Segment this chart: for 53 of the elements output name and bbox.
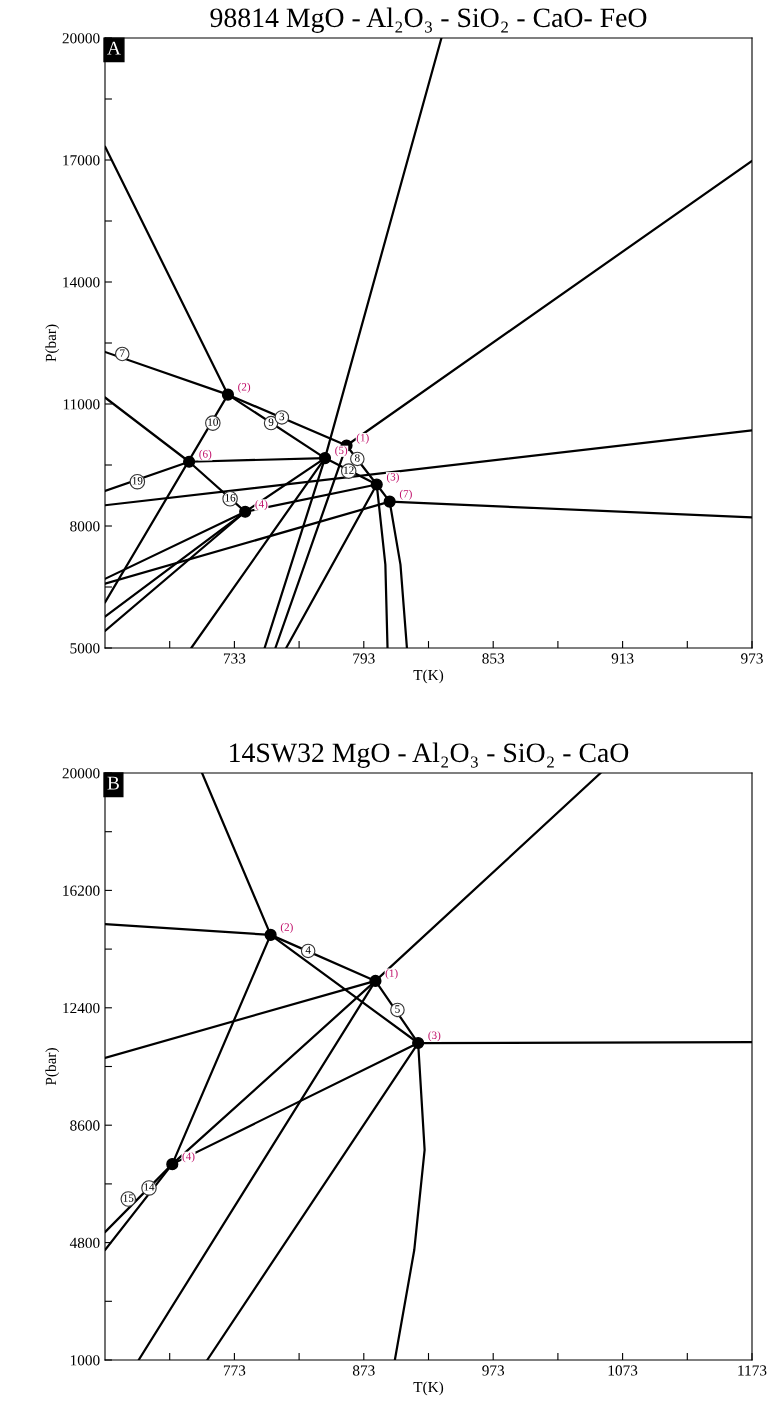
series-label: (3): [428, 1031, 441, 1042]
y-tick-label: 20000: [62, 768, 100, 779]
series-label: (6): [199, 449, 212, 460]
y-tick-label: 20000: [62, 33, 100, 44]
y-tick-label: 12400: [63, 1002, 100, 1014]
x-axis-title: T(K): [413, 1381, 444, 1396]
series-label: (1): [356, 433, 369, 444]
annotation: 15: [123, 1194, 134, 1202]
annotation: 3: [279, 412, 285, 421]
x-axis-title: T(K): [413, 669, 444, 684]
series-label: (2): [280, 923, 293, 934]
x-tick-label: 733: [223, 653, 246, 664]
y-tick-label: 8000: [70, 521, 100, 532]
annotation: 5: [395, 1005, 400, 1013]
annotation: 8: [354, 454, 360, 462]
y-axis-title: P(bar): [45, 324, 60, 362]
x-tick-label: 913: [611, 653, 634, 664]
x-tick-label: 853: [482, 653, 505, 664]
annotation: 16: [225, 494, 236, 502]
y-tick-label: 11000: [63, 399, 100, 410]
y-tick-label: 16200: [63, 885, 100, 896]
series-label: (2): [238, 382, 251, 393]
series-label: (7): [399, 489, 412, 500]
annotation: 9: [268, 418, 274, 426]
x-tick-label: 873: [352, 1365, 375, 1376]
y-tick-label: 17000: [63, 155, 100, 166]
annotation: B: [107, 776, 119, 790]
annotation: 7: [120, 349, 125, 357]
chart-title: 98814 MgO - Al₂O₃ - SiO₂ - CaO- FeO: [210, 7, 647, 33]
annotation: 10: [208, 418, 218, 426]
annotation: 19: [132, 476, 143, 485]
series-label: (3): [386, 472, 399, 483]
series-label: (1): [385, 969, 398, 980]
series-label: (5): [335, 446, 348, 457]
x-tick-label: 973: [741, 653, 763, 664]
y-tick-label: 1000: [70, 1355, 100, 1366]
annotation: 12: [344, 466, 354, 474]
y-axis-title: P(bar): [45, 1048, 60, 1086]
x-tick-label: 793: [353, 653, 375, 664]
series-label: (4): [182, 1152, 195, 1163]
annotation: A: [107, 41, 121, 55]
x-tick-label: 1073: [608, 1365, 638, 1376]
chart-title: 14SW32 MgO - Al₂O₃ - SiO₂ - CaO: [230, 742, 629, 768]
annotation: 14: [144, 1183, 155, 1191]
series-label: (4): [255, 499, 268, 510]
x-tick-label: 973: [482, 1365, 505, 1376]
y-tick-label: 4800: [69, 1237, 100, 1249]
y-tick-label: 5000: [70, 643, 100, 654]
x-tick-label: 773: [223, 1365, 246, 1376]
x-tick-label: 1173: [738, 1365, 767, 1376]
y-tick-label: 8600: [70, 1120, 100, 1131]
y-tick-label: 14000: [63, 277, 100, 288]
annotation: 4: [305, 946, 311, 954]
